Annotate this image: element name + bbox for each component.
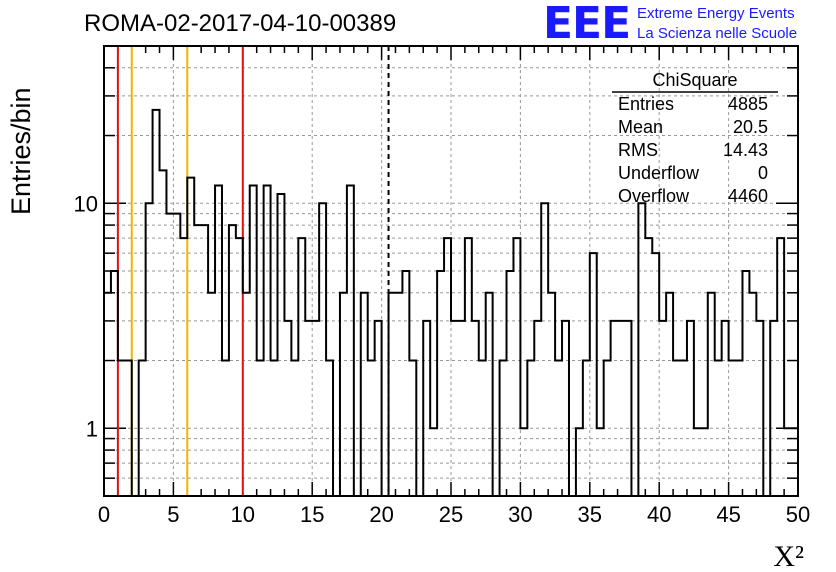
stats-row-label: Overflow — [618, 186, 690, 206]
y-tick-labels: 1 10 — [74, 191, 98, 441]
logo-line-2: La Scienza nelle Scuole — [637, 25, 798, 42]
x-tick-label: 30 — [508, 502, 532, 527]
x-tick-label: 50 — [786, 502, 810, 527]
chart-title: ROMA-02-2017-04-10-00389 — [84, 10, 397, 37]
y-tick-label: 1 — [86, 416, 98, 441]
x-tick-label: 25 — [439, 502, 463, 527]
stats-box-title: ChiSquare — [652, 70, 737, 90]
logo-line-1: Extreme Energy Events — [637, 5, 795, 22]
eee-logo-mark: EEE — [543, 0, 631, 49]
x-tick-label: 45 — [716, 502, 740, 527]
stats-row-label: Mean — [618, 117, 663, 137]
stats-row-label: RMS — [618, 140, 658, 160]
stats-row-label: Underflow — [618, 163, 700, 183]
stats-row-value: 4460 — [728, 186, 768, 206]
stats-row-value: 14.43 — [723, 140, 768, 160]
plot-frame — [103, 45, 799, 497]
histogram-outline — [104, 108, 798, 496]
stats-row-value: 4885 — [728, 94, 768, 114]
stats-row-label: Entries — [618, 94, 674, 114]
x-tick-label: 0 — [98, 502, 110, 527]
x-tick-label: 35 — [578, 502, 602, 527]
x-tick-label: 20 — [369, 502, 393, 527]
x-tick-label: 15 — [300, 502, 324, 527]
y-tick-label: 10 — [74, 191, 98, 216]
stats-row-value: 20.5 — [733, 117, 768, 137]
x-tick-label: 10 — [231, 502, 255, 527]
x-tick-label: 5 — [167, 502, 179, 527]
stats-box: ChiSquare Entries 4885 Mean 20.5 RMS 14.43 Unde… — [612, 70, 778, 206]
x-tick-label: 40 — [647, 502, 671, 527]
stats-row-value: 0 — [758, 163, 768, 183]
x-tick-labels: 0 5 10 15 20 25 30 35 40 45 50 — [98, 502, 810, 527]
x-axis-label: X² — [773, 540, 804, 572]
